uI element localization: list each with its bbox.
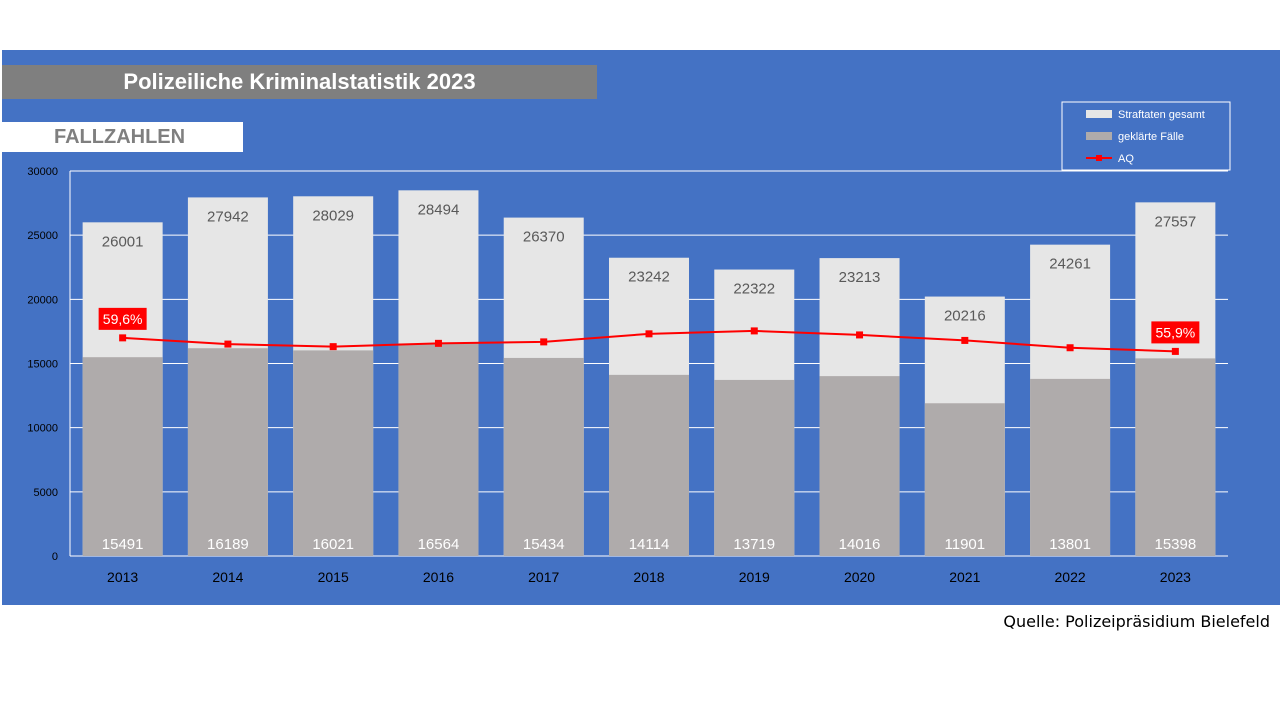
section-label: FALLZAHLEN [2,122,243,152]
legend-swatch [1086,132,1112,140]
x-tick-label: 2018 [633,569,664,585]
data-label-total: 23213 [839,269,881,286]
data-label-solved: 16021 [312,536,354,553]
y-tick-label: 15000 [27,359,58,371]
bar-solved [714,379,795,556]
aq-marker [961,336,969,344]
aq-marker [856,331,864,339]
bar-solved [82,357,163,556]
legend-label: Straftaten gesamt [1118,109,1205,121]
source-note: Quelle: Polizeipräsidium Bielefeld [1003,612,1270,631]
data-label-solved: 16564 [418,536,460,553]
data-label-total: 28029 [312,207,354,224]
bar-solved [609,374,689,556]
data-label-total: 28494 [418,201,460,218]
y-tick-label: 5000 [34,487,58,499]
aq-marker [1171,347,1179,355]
data-label-total: 26001 [102,233,144,250]
bar-solved [819,376,900,556]
data-label-solved: 11901 [945,536,986,553]
data-label-solved: 13719 [733,536,775,553]
x-tick-label: 2017 [528,569,559,585]
data-label-total: 20216 [944,308,986,325]
aq-marker [224,340,232,348]
aq-label: 55,9% [1156,324,1196,340]
aq-label-box [1151,321,1200,344]
aq-marker [750,327,758,335]
data-label-solved: 14016 [839,536,881,553]
x-tick-label: 2022 [1055,569,1086,585]
bar-solved [187,348,268,556]
x-tick-label: 2021 [949,569,980,585]
data-label-solved: 13801 [1049,536,1091,553]
legend-label: AQ [1118,153,1134,165]
aq-marker [1066,344,1074,352]
aq-label-box [98,307,147,330]
x-tick-label: 2015 [318,569,349,585]
legend-label: geklärte Fälle [1118,131,1184,143]
data-label-solved: 15491 [102,536,144,553]
x-tick-label: 2019 [739,569,770,585]
legend-swatch-marker [1096,155,1102,161]
data-label-total: 24261 [1049,256,1091,273]
bar-solved [1135,358,1216,556]
data-label-total: 22322 [733,281,775,298]
aq-marker [329,343,337,351]
x-tick-label: 2016 [423,569,454,585]
y-tick-label: 20000 [27,294,58,306]
legend-swatch [1086,110,1112,118]
y-tick-label: 0 [52,551,58,563]
aq-marker [540,338,548,346]
page-title: Polizeiliche Kriminalstatistik 2023 [2,65,597,99]
data-label-total: 27557 [1155,213,1197,230]
data-label-total: 23242 [628,269,670,286]
data-label-solved: 15398 [1155,536,1197,553]
bar-solved [924,403,1005,556]
y-tick-label: 10000 [27,423,58,435]
bar-solved [503,357,584,556]
x-tick-label: 2023 [1160,569,1191,585]
aq-marker [119,334,127,342]
bar-solved [293,350,374,556]
data-label-solved: 14114 [629,536,670,553]
data-label-total: 26370 [523,229,565,246]
y-tick-label: 25000 [27,230,58,242]
x-tick-label: 2020 [844,569,875,585]
aq-label: 59,6% [103,311,143,327]
y-tick-label: 30000 [27,166,58,178]
bar-solved [398,343,479,556]
data-label-total: 27942 [207,208,249,225]
aq-marker [645,330,653,338]
x-tick-label: 2014 [212,569,243,585]
aq-marker [434,339,442,347]
bar-solved [1030,378,1111,556]
data-label-solved: 15434 [523,536,565,553]
x-tick-label: 2013 [107,569,138,585]
data-label-solved: 16189 [207,536,249,553]
